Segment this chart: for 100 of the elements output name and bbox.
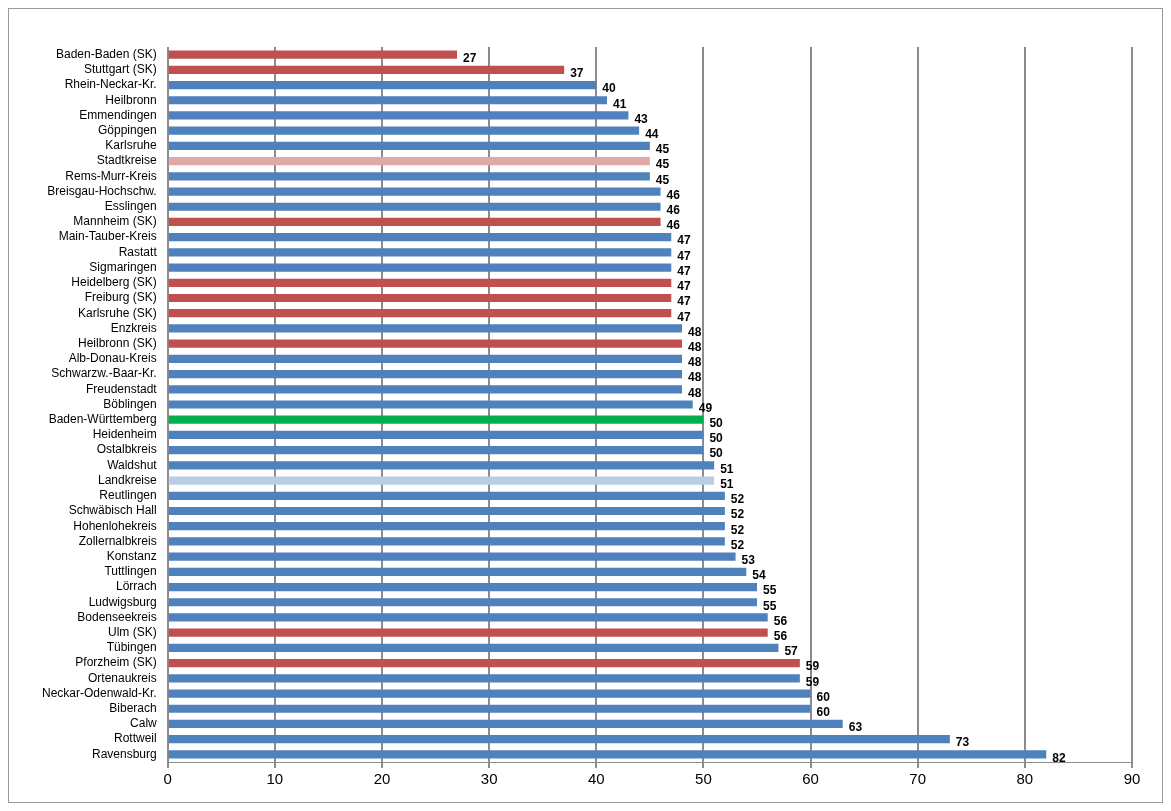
data-label: 57 <box>784 644 799 659</box>
x-tick-label: 10 <box>266 770 284 788</box>
data-label: 48 <box>688 385 702 400</box>
bar <box>168 339 682 348</box>
bar <box>168 65 565 74</box>
bar <box>168 659 800 668</box>
bar <box>168 233 672 242</box>
y-tick-label: Heilbronn (SK) <box>78 335 157 350</box>
y-tick-label: Stuttgart (SK) <box>84 62 157 77</box>
bar <box>168 400 693 409</box>
bar <box>168 126 640 135</box>
data-label: 45 <box>655 142 670 157</box>
y-tick-label: Rottweil <box>114 731 157 746</box>
bar <box>168 613 768 622</box>
bar <box>168 187 661 196</box>
bar <box>168 446 704 455</box>
y-tick-label: Bodenseekreis <box>77 609 157 624</box>
data-label: 50 <box>709 416 724 431</box>
data-label: 48 <box>688 324 702 339</box>
data-label: 52 <box>730 537 745 552</box>
y-tick-label: Alb-Donau-Kreis <box>68 351 157 366</box>
bar <box>168 461 715 470</box>
data-label: 46 <box>666 203 681 218</box>
y-tick-label: Calw <box>130 716 158 731</box>
y-tick-label: Karlsruhe <box>105 138 158 153</box>
bar <box>168 202 661 211</box>
y-tick-label: Hohenlohekreis <box>73 518 157 533</box>
data-label: 53 <box>741 552 756 567</box>
bar <box>168 309 672 318</box>
y-tick-label: Main-Tauber-Kreis <box>58 229 157 244</box>
bar <box>168 506 725 516</box>
data-label: 52 <box>730 507 745 522</box>
y-tick-label: Heidenheim <box>92 427 157 442</box>
y-tick-label: Karlsruhe (SK) <box>78 305 157 320</box>
data-label: 56 <box>773 613 788 628</box>
bar <box>168 217 661 227</box>
data-label: 52 <box>730 522 745 537</box>
y-tick-label: Schwarzw.-Baar-Kr. <box>51 366 157 381</box>
y-tick-label: Zollernalbkreis <box>78 533 157 548</box>
data-label: 47 <box>677 263 691 278</box>
y-tick-label: Ostalbkreis <box>96 442 157 457</box>
data-label: 63 <box>848 720 863 735</box>
data-label: 51 <box>720 461 734 476</box>
bar <box>168 704 811 713</box>
y-tick-label: Konstanz <box>106 548 157 563</box>
bar <box>168 735 950 744</box>
data-label: 50 <box>709 431 724 446</box>
data-label: 44 <box>645 126 659 141</box>
y-tick-label: Landkreise <box>97 472 158 487</box>
bar <box>168 522 725 531</box>
y-tick-label: Lörrach <box>116 579 157 594</box>
y-tick-label: Breisgau-Hochschw. <box>47 183 157 198</box>
data-label: 59 <box>805 674 820 689</box>
x-tick-label: 70 <box>909 770 927 788</box>
y-tick-label: Ravensburg <box>91 746 157 761</box>
y-tick-label: Esslingen <box>104 199 157 214</box>
bar <box>168 324 682 333</box>
y-tick-label: Freudenstadt <box>85 381 158 396</box>
bar <box>168 491 725 500</box>
data-label: 48 <box>688 370 702 385</box>
data-label: 40 <box>602 81 616 96</box>
bar <box>168 689 811 698</box>
data-label: 46 <box>666 218 681 233</box>
data-label: 55 <box>763 598 777 613</box>
bar <box>168 750 1047 759</box>
data-label: 47 <box>677 309 691 324</box>
data-label: 47 <box>677 279 691 294</box>
data-label: 41 <box>613 96 627 111</box>
data-label: 45 <box>655 157 670 172</box>
y-tick-label: Pforzheim (SK) <box>75 655 157 670</box>
data-label: 47 <box>677 294 691 309</box>
data-label: 73 <box>955 735 970 750</box>
y-tick-label: Emmendingen <box>79 107 157 122</box>
bar <box>168 552 736 561</box>
bar <box>168 369 682 379</box>
y-tick-label: Tuttlingen <box>104 564 157 579</box>
y-tick-label: Waldshut <box>107 457 158 472</box>
bar <box>168 385 682 394</box>
x-tick-label: 50 <box>695 770 712 788</box>
bar <box>168 80 597 90</box>
data-label: 47 <box>677 233 691 248</box>
y-tick-label: Schwäbisch Hall <box>68 503 157 518</box>
y-tick-label: Enzkreis <box>110 320 157 335</box>
y-tick-label: Rems-Murr-Kreis <box>65 168 157 183</box>
bar <box>168 293 672 303</box>
bar <box>168 430 704 440</box>
y-tick-label: Heidelberg (SK) <box>71 275 157 290</box>
y-tick-label: Heilbronn <box>105 92 157 107</box>
data-label: 60 <box>816 689 831 704</box>
x-tick-label: 90 <box>1123 770 1141 788</box>
y-tick-label: Rastatt <box>118 244 158 259</box>
y-tick-label: Biberach <box>109 701 157 716</box>
bar <box>168 263 672 272</box>
data-label: 47 <box>677 248 691 263</box>
data-label: 50 <box>709 446 724 461</box>
data-label: 43 <box>634 111 649 126</box>
y-tick-label: Baden-Württemberg <box>48 412 157 427</box>
bar <box>168 96 607 105</box>
x-tick-label: 0 <box>163 770 172 788</box>
data-label: 82 <box>1052 750 1066 765</box>
